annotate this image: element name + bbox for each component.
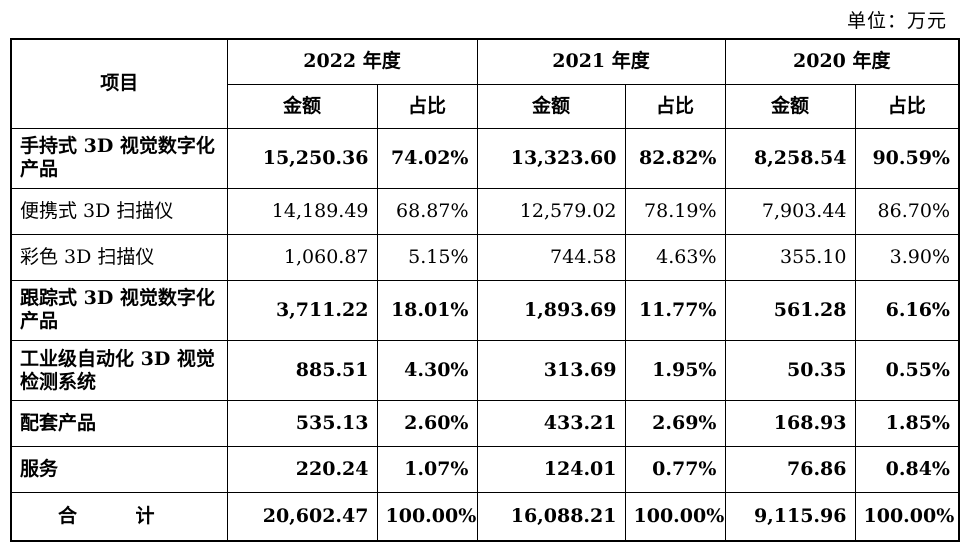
header-amount: 金额: [724, 83, 856, 129]
table-row: 跟踪式 3D 视觉数字化产品 3,711.22 18.01% 1,893.69 …: [10, 279, 960, 342]
cell-amount: 561.28: [724, 279, 856, 342]
cell-ratio: 100.00%: [854, 492, 960, 542]
cell-ratio: 4.30%: [376, 340, 478, 402]
cell-amount: 16,088.21: [476, 492, 626, 542]
cell-ratio: 18.01%: [376, 279, 478, 342]
cell-amount: 1,060.87: [226, 233, 378, 281]
cell-ratio: 4.63%: [624, 233, 726, 281]
cell-ratio: 68.87%: [376, 187, 478, 235]
header-ratio: 占比: [624, 83, 726, 129]
header-amount: 金额: [476, 83, 626, 129]
cell-ratio: 78.19%: [624, 187, 726, 235]
cell-amount: 1,893.69: [476, 279, 626, 342]
cell-amount: 168.93: [724, 400, 856, 448]
cell-amount: 433.21: [476, 400, 626, 448]
cell-amount: 15,250.36: [226, 127, 378, 189]
cell-amount: 355.10: [724, 233, 856, 281]
row-label: 配套产品: [10, 400, 228, 448]
table-row: 手持式 3D 视觉数字化产品 15,250.36 74.02% 13,323.6…: [10, 127, 960, 189]
cell-ratio: 2.60%: [376, 400, 478, 448]
cell-ratio: 74.02%: [376, 127, 478, 189]
cell-ratio: 1.85%: [854, 400, 960, 448]
header-year-2021: 2021 年度: [476, 38, 726, 85]
cell-amount: 885.51: [226, 340, 378, 402]
table-row: 便携式 3D 扫描仪 14,189.49 68.87% 12,579.02 78…: [10, 187, 960, 235]
row-label: 便携式 3D 扫描仪: [10, 187, 228, 235]
table-row: 配套产品 535.13 2.60% 433.21 2.69% 168.93 1.…: [10, 400, 960, 448]
cell-ratio: 1.95%: [624, 340, 726, 402]
cell-amount: 76.86: [724, 446, 856, 494]
cell-ratio: 0.84%: [854, 446, 960, 494]
cell-ratio: 90.59%: [854, 127, 960, 189]
table-row: 服务 220.24 1.07% 124.01 0.77% 76.86 0.84%: [10, 446, 960, 494]
cell-amount: 20,602.47: [226, 492, 378, 542]
cell-ratio: 2.69%: [624, 400, 726, 448]
row-label: 跟踪式 3D 视觉数字化产品: [10, 279, 228, 342]
header-year-2020: 2020 年度: [724, 38, 960, 85]
revenue-table: 项目 2022 年度 2021 年度 2020 年度 金额 占比 金额 占比 金…: [10, 38, 960, 542]
cell-amount: 12,579.02: [476, 187, 626, 235]
cell-amount: 3,711.22: [226, 279, 378, 342]
cell-amount: 7,903.44: [724, 187, 856, 235]
table-row: 工业级自动化 3D 视觉检测系统 885.51 4.30% 313.69 1.9…: [10, 340, 960, 402]
cell-ratio: 86.70%: [854, 187, 960, 235]
cell-ratio: 100.00%: [624, 492, 726, 542]
header-row-years: 项目 2022 年度 2021 年度 2020 年度: [10, 38, 960, 129]
cell-ratio: 5.15%: [376, 233, 478, 281]
cell-ratio: 0.55%: [854, 340, 960, 402]
cell-amount: 744.58: [476, 233, 626, 281]
cell-ratio: 11.77%: [624, 279, 726, 342]
header-item: 项目: [10, 38, 228, 129]
cell-ratio: 82.82%: [624, 127, 726, 189]
header-ratio: 占比: [376, 83, 478, 129]
cell-ratio: 6.16%: [854, 279, 960, 342]
cell-amount: 124.01: [476, 446, 626, 494]
row-label: 工业级自动化 3D 视觉检测系统: [10, 340, 228, 402]
cell-ratio: 100.00%: [376, 492, 478, 542]
unit-label: 单位：万元: [846, 10, 947, 32]
total-row: 合 计 20,602.47 100.00% 16,088.21 100.00% …: [10, 492, 960, 542]
header-row-sub: 金额 占比 金额 占比 金额 占比: [11, 83, 960, 129]
cell-amount: 14,189.49: [226, 187, 378, 235]
cell-ratio: 3.90%: [854, 233, 960, 281]
table-row: 彩色 3D 扫描仪 1,060.87 5.15% 744.58 4.63% 35…: [10, 233, 960, 281]
cell-amount: 535.13: [226, 400, 378, 448]
cell-amount: 50.35: [724, 340, 856, 402]
row-label: 手持式 3D 视觉数字化产品: [10, 127, 228, 189]
cell-ratio: 1.07%: [376, 446, 478, 494]
header-amount: 金额: [226, 83, 378, 129]
header-year-2022: 2022 年度: [226, 38, 478, 85]
row-label: 彩色 3D 扫描仪: [10, 233, 228, 281]
cell-amount: 9,115.96: [724, 492, 856, 542]
total-label: 合 计: [10, 492, 228, 542]
cell-amount: 313.69: [476, 340, 626, 402]
cell-amount: 220.24: [226, 446, 378, 494]
cell-amount: 8,258.54: [724, 127, 856, 189]
header-ratio: 占比: [854, 83, 960, 129]
row-label: 服务: [10, 446, 228, 494]
cell-ratio: 0.77%: [624, 446, 726, 494]
cell-amount: 13,323.60: [476, 127, 626, 189]
